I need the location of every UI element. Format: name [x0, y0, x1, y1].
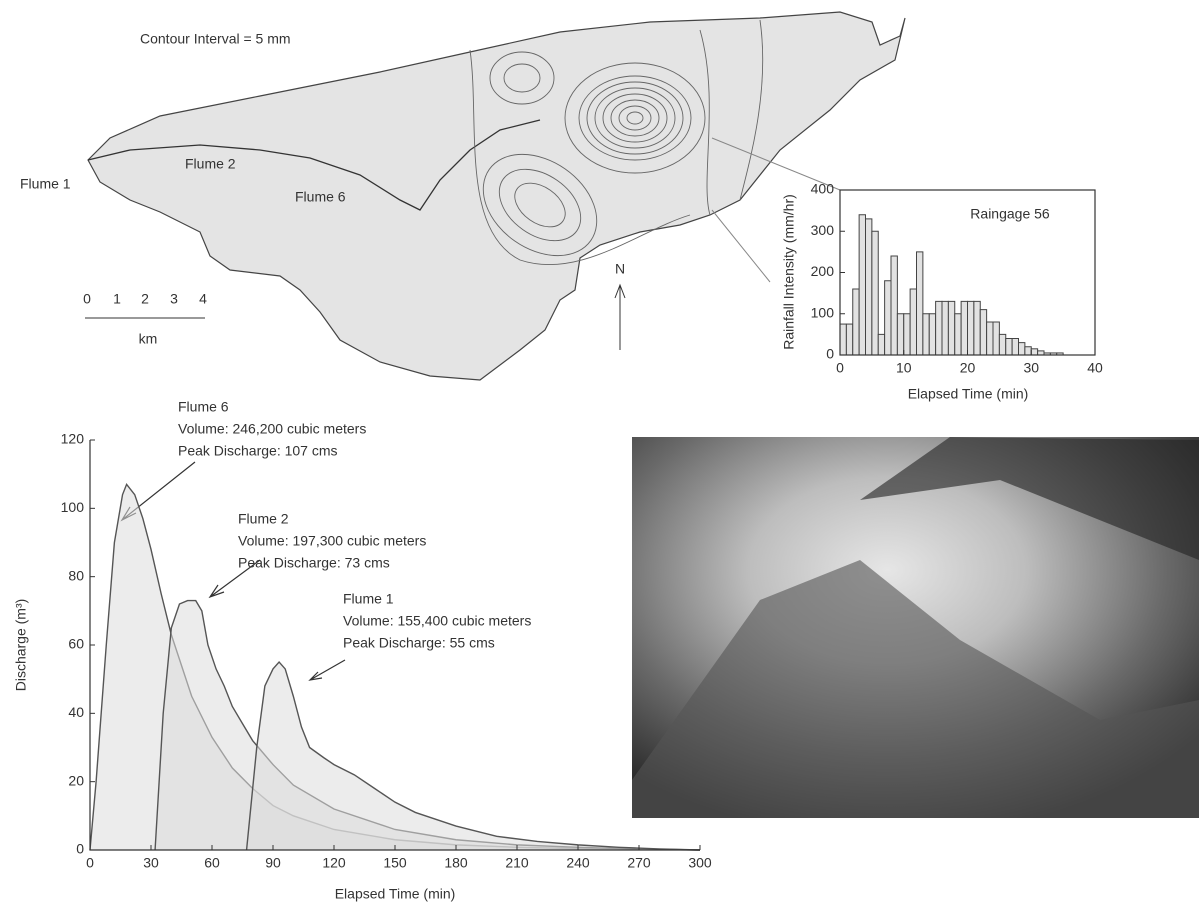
annotation: Flume 2: [238, 511, 289, 527]
x-tick-label: 40: [1087, 360, 1103, 376]
bar: [897, 314, 903, 355]
map-label: Flume 2: [185, 156, 236, 172]
annotation: Volume: 246,200 cubic meters: [178, 421, 366, 437]
bar: [859, 215, 865, 355]
bar: [923, 314, 929, 355]
figure: Contour Interval = 5 mm Flume 1 Flume 2 …: [0, 0, 1199, 909]
x-axis-label: Elapsed Time (min): [335, 886, 456, 902]
north-arrow: [615, 285, 625, 350]
leader: [712, 210, 770, 282]
photo: [632, 437, 1199, 818]
series-line: [247, 662, 700, 850]
bar: [980, 310, 986, 355]
bar: [885, 281, 891, 355]
y-tick-label: 80: [68, 567, 84, 583]
x-tick-label: 240: [566, 855, 590, 871]
x-tick-label: 10: [896, 360, 912, 376]
bar: [929, 314, 935, 355]
bar: [999, 334, 1005, 355]
x-tick-label: 0: [86, 855, 94, 871]
y-tick-label: 20: [68, 772, 84, 788]
map-label: Flume 1: [20, 176, 71, 192]
x-axis-label: Elapsed Time (min): [908, 386, 1029, 402]
annotation: Peak Discharge: 55 cms: [343, 635, 495, 651]
bar: [1012, 339, 1018, 356]
bar: [1031, 349, 1037, 355]
bar: [936, 301, 942, 355]
bar: [942, 301, 948, 355]
scale-tick: 1: [113, 291, 121, 307]
x-tick-label: 210: [505, 855, 529, 871]
x-tick-label: 60: [204, 855, 220, 871]
y-tick-label: 200: [811, 263, 835, 279]
x-tick-label: 0: [836, 360, 844, 376]
scale-tick: 3: [170, 291, 178, 307]
x-tick-label: 270: [627, 855, 651, 871]
x-tick-label: 300: [688, 855, 712, 871]
scale-tick: 4: [199, 291, 207, 307]
annotation: Flume 1: [343, 591, 394, 607]
y-tick-label: 120: [61, 431, 85, 447]
x-tick-label: 30: [1023, 360, 1039, 376]
map-label: Flume 6: [295, 189, 346, 205]
bar: [968, 301, 974, 355]
annotation: Peak Discharge: 73 cms: [238, 555, 390, 571]
bar: [840, 324, 846, 355]
bar: [872, 231, 878, 355]
bar: [910, 289, 916, 355]
bar: [1006, 339, 1012, 356]
annotation: Volume: 197,300 cubic meters: [238, 533, 426, 549]
bar: [878, 334, 884, 355]
bar: [974, 301, 980, 355]
y-axis-label: Rainfall Intensity (mm/hr): [781, 194, 797, 350]
north-label: N: [615, 261, 625, 277]
bar: [1038, 351, 1044, 355]
y-tick-label: 0: [826, 346, 834, 362]
bar: [948, 301, 954, 355]
x-tick-label: 20: [960, 360, 976, 376]
annotation: Flume 6: [178, 399, 229, 415]
x-tick-label: 90: [265, 855, 281, 871]
annotation: Peak Discharge: 107 cms: [178, 443, 338, 459]
scale-tick: 0: [83, 291, 91, 307]
contour-note: Contour Interval = 5 mm: [140, 31, 291, 47]
bar: [1025, 347, 1031, 355]
annotation: Raingage 56: [970, 206, 1050, 222]
bar: [891, 256, 897, 355]
scale-unit: km: [139, 331, 158, 347]
bar: [866, 219, 872, 355]
bar: [1019, 343, 1025, 355]
annotation: Volume: 155,400 cubic meters: [343, 613, 531, 629]
map: Contour Interval = 5 mm Flume 1 Flume 2 …: [20, 12, 905, 380]
x-tick-label: 180: [444, 855, 468, 871]
y-tick-label: 60: [68, 636, 84, 652]
scale-tick: 2: [141, 291, 149, 307]
y-tick-label: 300: [811, 222, 835, 238]
bar: [846, 324, 852, 355]
x-tick-label: 120: [322, 855, 346, 871]
y-tick-label: 0: [76, 841, 84, 857]
bar: [961, 301, 967, 355]
bar: [993, 322, 999, 355]
bar: [987, 322, 993, 355]
x-tick-label: 30: [143, 855, 159, 871]
x-tick-label: 150: [383, 855, 407, 871]
bar: [955, 314, 961, 355]
y-tick-label: 40: [68, 704, 84, 720]
y-axis-label: Discharge (m³): [13, 599, 29, 692]
bar: [904, 314, 910, 355]
bar: [853, 289, 859, 355]
y-tick-label: 400: [811, 181, 835, 197]
y-tick-label: 100: [811, 304, 835, 320]
y-tick-label: 100: [61, 499, 85, 515]
bar: [917, 252, 923, 355]
